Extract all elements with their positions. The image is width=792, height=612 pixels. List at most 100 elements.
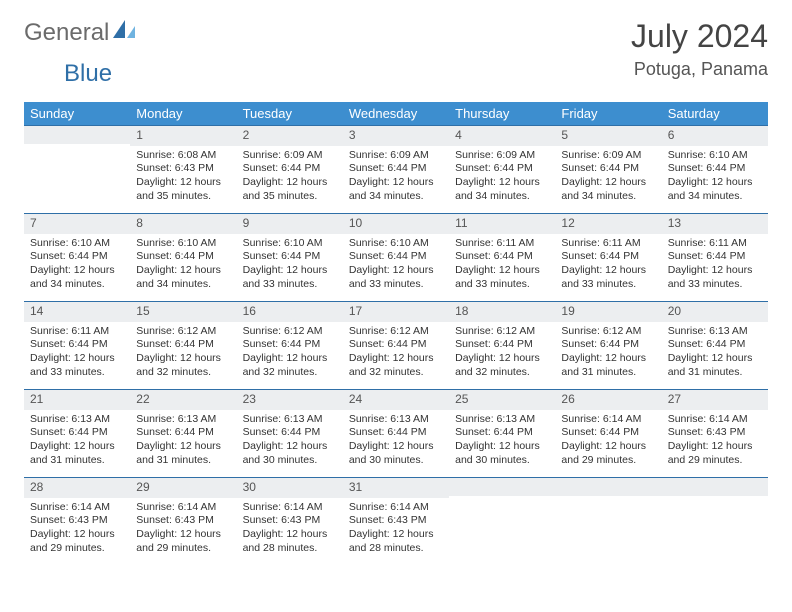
day-number: 23 bbox=[237, 389, 343, 410]
calendar-day-cell: 23Sunrise: 6:13 AMSunset: 6:44 PMDayligh… bbox=[237, 389, 343, 477]
day-number: 7 bbox=[24, 213, 130, 234]
day-details: Sunrise: 6:13 AMSunset: 6:44 PMDaylight:… bbox=[662, 322, 768, 384]
day-details: Sunrise: 6:12 AMSunset: 6:44 PMDaylight:… bbox=[130, 322, 236, 384]
sunrise-text: Sunrise: 6:10 AM bbox=[349, 237, 443, 251]
calendar-day-cell: 30Sunrise: 6:14 AMSunset: 6:43 PMDayligh… bbox=[237, 477, 343, 565]
sunset-text: Sunset: 6:43 PM bbox=[349, 514, 443, 528]
day-details: Sunrise: 6:11 AMSunset: 6:44 PMDaylight:… bbox=[449, 234, 555, 296]
day-details: Sunrise: 6:08 AMSunset: 6:43 PMDaylight:… bbox=[130, 146, 236, 208]
calendar-day-cell: 29Sunrise: 6:14 AMSunset: 6:43 PMDayligh… bbox=[130, 477, 236, 565]
sunrise-text: Sunrise: 6:12 AM bbox=[455, 325, 549, 339]
day-number: 30 bbox=[237, 477, 343, 498]
sunrise-text: Sunrise: 6:10 AM bbox=[243, 237, 337, 251]
daylight-text: Daylight: 12 hours and 34 minutes. bbox=[668, 176, 762, 203]
day-details: Sunrise: 6:13 AMSunset: 6:44 PMDaylight:… bbox=[449, 410, 555, 472]
daylight-text: Daylight: 12 hours and 33 minutes. bbox=[243, 264, 337, 291]
day-number bbox=[449, 477, 555, 496]
calendar-body: 1Sunrise: 6:08 AMSunset: 6:43 PMDaylight… bbox=[24, 125, 768, 565]
day-number: 27 bbox=[662, 389, 768, 410]
weekday-header: Saturday bbox=[662, 102, 768, 125]
sunset-text: Sunset: 6:44 PM bbox=[561, 426, 655, 440]
sunset-text: Sunset: 6:44 PM bbox=[243, 426, 337, 440]
day-details: Sunrise: 6:12 AMSunset: 6:44 PMDaylight:… bbox=[343, 322, 449, 384]
day-number: 14 bbox=[24, 301, 130, 322]
sunset-text: Sunset: 6:44 PM bbox=[561, 162, 655, 176]
daylight-text: Daylight: 12 hours and 31 minutes. bbox=[668, 352, 762, 379]
day-details: Sunrise: 6:13 AMSunset: 6:44 PMDaylight:… bbox=[24, 410, 130, 472]
daylight-text: Daylight: 12 hours and 31 minutes. bbox=[30, 440, 124, 467]
day-details: Sunrise: 6:12 AMSunset: 6:44 PMDaylight:… bbox=[555, 322, 661, 384]
day-number: 19 bbox=[555, 301, 661, 322]
day-details: Sunrise: 6:09 AMSunset: 6:44 PMDaylight:… bbox=[555, 146, 661, 208]
sunset-text: Sunset: 6:44 PM bbox=[455, 338, 549, 352]
calendar-day-cell: 2Sunrise: 6:09 AMSunset: 6:44 PMDaylight… bbox=[237, 125, 343, 213]
calendar-table: Sunday Monday Tuesday Wednesday Thursday… bbox=[24, 102, 768, 565]
sunrise-text: Sunrise: 6:13 AM bbox=[668, 325, 762, 339]
sunset-text: Sunset: 6:44 PM bbox=[349, 426, 443, 440]
day-details: Sunrise: 6:10 AMSunset: 6:44 PMDaylight:… bbox=[24, 234, 130, 296]
day-details: Sunrise: 6:13 AMSunset: 6:44 PMDaylight:… bbox=[343, 410, 449, 472]
day-number bbox=[24, 125, 130, 144]
calendar-day-cell: 4Sunrise: 6:09 AMSunset: 6:44 PMDaylight… bbox=[449, 125, 555, 213]
sunrise-text: Sunrise: 6:10 AM bbox=[668, 149, 762, 163]
sunrise-text: Sunrise: 6:10 AM bbox=[30, 237, 124, 251]
day-details: Sunrise: 6:10 AMSunset: 6:44 PMDaylight:… bbox=[237, 234, 343, 296]
day-number: 6 bbox=[662, 125, 768, 146]
logo-text-general: General bbox=[24, 19, 109, 47]
daylight-text: Daylight: 12 hours and 32 minutes. bbox=[136, 352, 230, 379]
daylight-text: Daylight: 12 hours and 31 minutes. bbox=[136, 440, 230, 467]
sunrise-text: Sunrise: 6:09 AM bbox=[455, 149, 549, 163]
daylight-text: Daylight: 12 hours and 28 minutes. bbox=[243, 528, 337, 555]
day-number: 22 bbox=[130, 389, 236, 410]
day-number: 18 bbox=[449, 301, 555, 322]
calendar-week-row: 7Sunrise: 6:10 AMSunset: 6:44 PMDaylight… bbox=[24, 213, 768, 301]
calendar-day-cell: 7Sunrise: 6:10 AMSunset: 6:44 PMDaylight… bbox=[24, 213, 130, 301]
day-number: 15 bbox=[130, 301, 236, 322]
sunset-text: Sunset: 6:44 PM bbox=[455, 426, 549, 440]
calendar-day-cell bbox=[662, 477, 768, 565]
calendar-day-cell: 11Sunrise: 6:11 AMSunset: 6:44 PMDayligh… bbox=[449, 213, 555, 301]
sunrise-text: Sunrise: 6:09 AM bbox=[561, 149, 655, 163]
day-number: 28 bbox=[24, 477, 130, 498]
calendar-day-cell: 26Sunrise: 6:14 AMSunset: 6:44 PMDayligh… bbox=[555, 389, 661, 477]
weekday-header: Thursday bbox=[449, 102, 555, 125]
sunrise-text: Sunrise: 6:13 AM bbox=[349, 413, 443, 427]
calendar-day-cell: 13Sunrise: 6:11 AMSunset: 6:44 PMDayligh… bbox=[662, 213, 768, 301]
day-details: Sunrise: 6:11 AMSunset: 6:44 PMDaylight:… bbox=[24, 322, 130, 384]
calendar-day-cell: 19Sunrise: 6:12 AMSunset: 6:44 PMDayligh… bbox=[555, 301, 661, 389]
sunrise-text: Sunrise: 6:09 AM bbox=[243, 149, 337, 163]
day-number: 10 bbox=[343, 213, 449, 234]
sunset-text: Sunset: 6:44 PM bbox=[349, 250, 443, 264]
sunrise-text: Sunrise: 6:12 AM bbox=[136, 325, 230, 339]
sunset-text: Sunset: 6:44 PM bbox=[243, 162, 337, 176]
sunrise-text: Sunrise: 6:12 AM bbox=[561, 325, 655, 339]
calendar-week-row: 14Sunrise: 6:11 AMSunset: 6:44 PMDayligh… bbox=[24, 301, 768, 389]
day-number: 2 bbox=[237, 125, 343, 146]
calendar-day-cell bbox=[24, 125, 130, 213]
daylight-text: Daylight: 12 hours and 29 minutes. bbox=[136, 528, 230, 555]
day-number: 26 bbox=[555, 389, 661, 410]
sunrise-text: Sunrise: 6:14 AM bbox=[561, 413, 655, 427]
calendar-day-cell: 27Sunrise: 6:14 AMSunset: 6:43 PMDayligh… bbox=[662, 389, 768, 477]
sunrise-text: Sunrise: 6:11 AM bbox=[561, 237, 655, 251]
weekday-header: Sunday bbox=[24, 102, 130, 125]
day-number: 25 bbox=[449, 389, 555, 410]
daylight-text: Daylight: 12 hours and 28 minutes. bbox=[349, 528, 443, 555]
calendar-day-cell: 22Sunrise: 6:13 AMSunset: 6:44 PMDayligh… bbox=[130, 389, 236, 477]
calendar-day-cell: 17Sunrise: 6:12 AMSunset: 6:44 PMDayligh… bbox=[343, 301, 449, 389]
sunrise-text: Sunrise: 6:11 AM bbox=[668, 237, 762, 251]
sunset-text: Sunset: 6:44 PM bbox=[561, 250, 655, 264]
day-details: Sunrise: 6:14 AMSunset: 6:43 PMDaylight:… bbox=[24, 498, 130, 560]
daylight-text: Daylight: 12 hours and 31 minutes. bbox=[561, 352, 655, 379]
sunset-text: Sunset: 6:43 PM bbox=[136, 514, 230, 528]
daylight-text: Daylight: 12 hours and 33 minutes. bbox=[561, 264, 655, 291]
sunset-text: Sunset: 6:44 PM bbox=[136, 250, 230, 264]
sunrise-text: Sunrise: 6:10 AM bbox=[136, 237, 230, 251]
calendar-day-cell: 14Sunrise: 6:11 AMSunset: 6:44 PMDayligh… bbox=[24, 301, 130, 389]
weekday-header: Friday bbox=[555, 102, 661, 125]
logo-text-blue: Blue bbox=[64, 60, 112, 88]
calendar-day-cell: 16Sunrise: 6:12 AMSunset: 6:44 PMDayligh… bbox=[237, 301, 343, 389]
day-details: Sunrise: 6:10 AMSunset: 6:44 PMDaylight:… bbox=[130, 234, 236, 296]
logo-sail-icon bbox=[109, 18, 137, 47]
sunrise-text: Sunrise: 6:11 AM bbox=[455, 237, 549, 251]
